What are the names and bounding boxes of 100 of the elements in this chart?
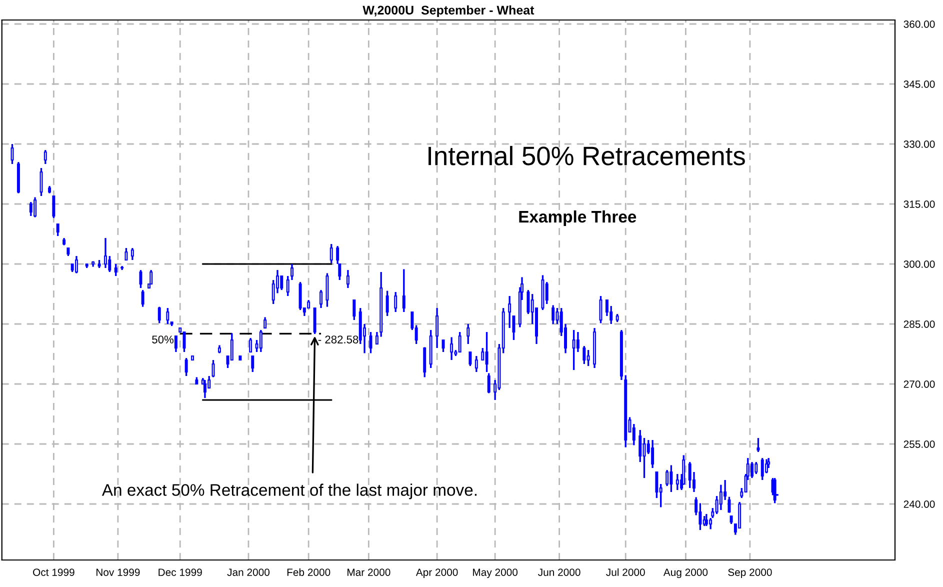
candlestick	[760, 457, 764, 481]
candlestick	[184, 357, 188, 377]
x-tick-label: Jul 2000	[606, 568, 645, 576]
annotation: 50%	[152, 336, 174, 344]
candlestick	[767, 457, 770, 469]
candlestick	[508, 295, 512, 329]
annotation: An exact 50% Retracement of the last major move.	[102, 484, 476, 500]
candlestick	[104, 237, 107, 269]
candlestick	[174, 335, 178, 353]
candlestick	[44, 149, 47, 165]
candlestick	[688, 461, 692, 489]
candlestick	[704, 513, 708, 527]
candlestick	[259, 329, 262, 353]
candlestick	[682, 454, 686, 486]
candlestick	[442, 339, 445, 353]
candlestick	[754, 461, 758, 475]
x-tick-label: Aug 2000	[663, 568, 708, 578]
candlestick	[230, 332, 234, 361]
candlestick	[166, 307, 170, 325]
candlestick	[481, 347, 484, 361]
candlestick	[466, 323, 470, 345]
candlestick	[423, 346, 426, 378]
x-tick-label: Oct 1999	[33, 568, 74, 576]
candlestick	[676, 473, 679, 491]
candlestick	[141, 289, 144, 308]
candlestick	[526, 289, 530, 315]
candlestick	[320, 289, 322, 309]
x-tick-label: Feb 2000	[287, 568, 330, 576]
candlestick	[485, 331, 488, 373]
candlestick	[52, 195, 56, 219]
candlestick	[651, 439, 654, 469]
y-tick-label: 360.00	[904, 20, 935, 28]
candlestick	[114, 263, 118, 277]
candlestick	[249, 337, 252, 353]
annotation: - 282.58	[318, 336, 358, 344]
candlestick	[150, 269, 153, 285]
y-tick-label: 285.00	[904, 320, 935, 328]
candlestick	[346, 269, 350, 289]
candlestick	[642, 437, 646, 479]
candlestick	[545, 281, 548, 305]
y-tick-label: 330.00	[904, 140, 935, 148]
candlestick	[638, 429, 642, 463]
candlestick	[773, 477, 776, 504]
candlestick	[750, 461, 754, 479]
candlestick	[352, 299, 356, 321]
x-tick-label: Nov 1999	[96, 568, 140, 576]
candlestick	[139, 269, 142, 289]
candlestick	[458, 331, 462, 353]
candlestick	[29, 201, 32, 217]
candlestick	[655, 471, 658, 499]
x-tick-label: Mar 2000	[348, 568, 390, 576]
x-tick-label: Sep 2000	[728, 568, 772, 578]
annotation: Example Three	[519, 210, 636, 226]
candlestick	[719, 484, 722, 511]
candlestick	[582, 345, 586, 365]
candlestick	[326, 272, 329, 308]
candlestick	[605, 299, 608, 317]
candlestick	[280, 275, 284, 291]
candlestick	[632, 423, 636, 446]
candlestick	[552, 304, 555, 325]
y-tick-label: 345.00	[904, 80, 935, 88]
x-tick-label: Jan 2000	[227, 568, 270, 576]
candlestick	[738, 501, 742, 529]
x-tick-label: May 2000	[473, 568, 518, 578]
candlestick	[586, 349, 590, 367]
candlestick	[34, 196, 37, 218]
candlestick	[572, 329, 576, 371]
candlestick	[576, 331, 580, 353]
candlestick	[487, 372, 490, 394]
candlestick	[56, 223, 60, 237]
x-tick-label: Dec 1999	[158, 568, 202, 576]
candlestick	[74, 255, 78, 274]
candlestick	[765, 458, 768, 474]
candlestick	[298, 281, 302, 311]
annotation: Internal 50% Retracements	[428, 146, 745, 166]
candlestick	[251, 355, 254, 373]
candlestick	[130, 247, 134, 261]
chart-title: W,2000U September - Wheat	[362, 5, 534, 18]
candlestick	[369, 331, 372, 354]
candlestick	[474, 355, 478, 373]
y-tick-label: 255.00	[904, 440, 935, 448]
y-tick-label: 315.00	[904, 200, 935, 208]
candlestick	[436, 307, 439, 349]
candlestick	[670, 464, 673, 493]
y-tick-label: 240.00	[904, 500, 935, 508]
candlestick	[666, 469, 669, 487]
y-tick-label: 270.00	[904, 380, 935, 388]
candlestick	[158, 306, 161, 324]
candlestick	[402, 268, 406, 313]
x-tick-label: Jun 2000	[538, 568, 580, 576]
candlestick	[313, 307, 316, 335]
candlestick	[450, 336, 454, 361]
candlestick	[330, 243, 333, 264]
y-tick-label: 300.00	[904, 260, 935, 268]
candlestick	[468, 351, 472, 367]
x-tick-label: Apr 2000	[416, 568, 458, 578]
candlestick	[756, 437, 760, 453]
candlestick	[394, 291, 398, 313]
candlestick	[124, 247, 128, 261]
candlestick	[386, 290, 389, 317]
